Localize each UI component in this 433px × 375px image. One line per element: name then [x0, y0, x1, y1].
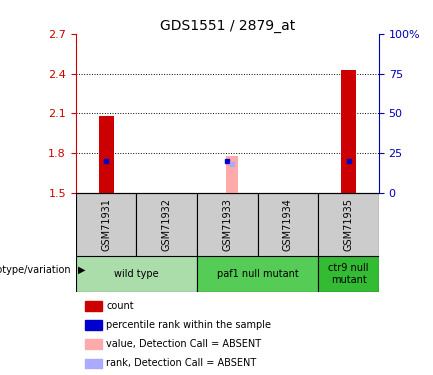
Bar — [258, 193, 318, 256]
Bar — [197, 256, 318, 292]
Text: GSM71935: GSM71935 — [343, 198, 354, 251]
Text: value, Detection Call = ABSENT: value, Detection Call = ABSENT — [106, 339, 261, 349]
Bar — [197, 193, 258, 256]
Text: count: count — [106, 301, 134, 311]
Title: GDS1551 / 2879_at: GDS1551 / 2879_at — [160, 19, 295, 33]
Bar — [341, 70, 356, 193]
Bar — [98, 116, 113, 193]
Bar — [318, 256, 379, 292]
Text: wild type: wild type — [114, 269, 159, 279]
Bar — [226, 156, 238, 193]
Bar — [85, 339, 101, 349]
Text: ctr9 null
mutant: ctr9 null mutant — [328, 263, 369, 285]
Text: GSM71931: GSM71931 — [101, 198, 111, 251]
Text: paf1 null mutant: paf1 null mutant — [217, 269, 298, 279]
Bar — [76, 256, 197, 292]
Text: genotype/variation: genotype/variation — [0, 265, 71, 275]
Bar — [85, 301, 101, 311]
Bar — [76, 193, 136, 256]
Bar — [85, 320, 101, 330]
Bar — [85, 358, 101, 368]
Bar — [318, 193, 379, 256]
Bar — [136, 193, 197, 256]
Text: ▶: ▶ — [78, 265, 85, 275]
Text: percentile rank within the sample: percentile rank within the sample — [106, 320, 271, 330]
Text: GSM71934: GSM71934 — [283, 198, 293, 251]
Text: GSM71933: GSM71933 — [222, 198, 233, 251]
Text: GSM71932: GSM71932 — [162, 198, 172, 251]
Text: rank, Detection Call = ABSENT: rank, Detection Call = ABSENT — [106, 358, 256, 368]
